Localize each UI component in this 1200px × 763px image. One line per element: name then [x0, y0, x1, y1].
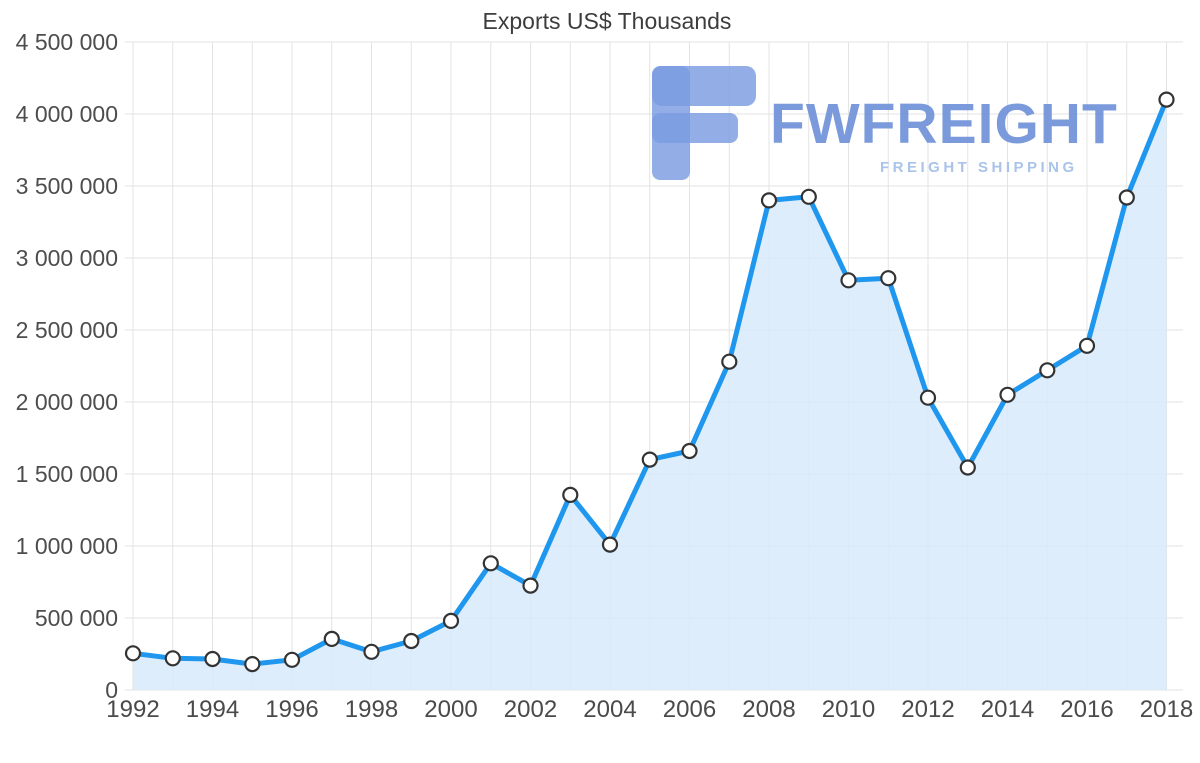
data-point-2007[interactable] [721, 353, 738, 370]
data-point-1999[interactable] [403, 632, 420, 650]
data-point-2006[interactable] [681, 442, 698, 460]
data-point-1995[interactable] [244, 655, 261, 673]
y-axis-label: 1 500 000 [16, 461, 118, 487]
data-point-2005[interactable] [641, 451, 658, 468]
data-point-2017[interactable] [1118, 189, 1135, 206]
x-axis-label: 1992 [106, 696, 159, 723]
x-axis-label: 2006 [663, 696, 716, 723]
y-axis-label: 1 000 000 [16, 533, 118, 559]
series-exports [124, 91, 1175, 691]
data-point-1993[interactable] [164, 650, 181, 667]
watermark-brand-text: FWFREIGHT [770, 92, 1118, 156]
data-point-1992[interactable] [124, 645, 142, 662]
data-point-2015[interactable] [1039, 362, 1056, 379]
x-axis-label: 2010 [822, 696, 875, 723]
x-axis-labels: 1992 1994 1996 1998 2000 2002 2004 2006 2008 2010… [106, 696, 1193, 723]
data-point-1998[interactable] [363, 643, 380, 660]
x-axis-label: 2000 [424, 696, 477, 723]
data-point-1994[interactable] [204, 650, 221, 668]
x-axis-label: 2012 [901, 696, 954, 723]
x-axis-label: 2002 [504, 696, 557, 723]
data-point-2003[interactable] [562, 486, 579, 503]
data-point-2004[interactable] [601, 536, 619, 553]
x-axis-label: 1998 [345, 696, 398, 723]
y-axis-label: 3 500 000 [16, 173, 118, 199]
x-axis-label: 2014 [981, 696, 1034, 723]
y-axis-label: 3 000 000 [16, 245, 118, 271]
data-point-2002[interactable] [522, 577, 539, 594]
x-axis-label: 2018 [1140, 696, 1193, 723]
watermark-tagline-text: FREIGHT SHIPPING [880, 159, 1078, 176]
y-axis-label: 2 500 000 [16, 317, 118, 343]
data-point-2008[interactable] [760, 192, 778, 209]
data-point-2016[interactable] [1078, 337, 1096, 354]
chart-title: Exports US$ Thousands [483, 8, 732, 34]
data-point-2012[interactable] [919, 389, 937, 406]
watermark: FWFREIGHT FREIGHT SHIPPING [652, 66, 1118, 180]
x-axis-label: 2008 [742, 696, 795, 723]
y-axis-label: 500 000 [35, 605, 118, 631]
data-point-2011[interactable] [880, 270, 897, 287]
data-point-2014[interactable] [999, 386, 1016, 403]
x-axis-label: 2016 [1060, 696, 1113, 723]
data-point-2018[interactable] [1158, 91, 1175, 108]
series-area-fill [133, 99, 1167, 691]
y-axis-labels: 0 500 000 1 000 000 1 500 000 2 000 000 2 500… [16, 29, 118, 703]
data-point-2009[interactable] [800, 188, 817, 205]
data-point-1996[interactable] [283, 651, 301, 668]
y-axis-label: 4 500 000 [16, 29, 118, 55]
data-point-2001[interactable] [482, 555, 499, 572]
data-point-2010[interactable] [840, 272, 857, 289]
y-axis-label: 4 000 000 [16, 101, 118, 127]
brand-logo-icon [652, 66, 756, 180]
data-point-1997[interactable] [323, 630, 340, 648]
x-axis-label: 2004 [583, 696, 636, 723]
data-point-2013[interactable] [959, 459, 976, 476]
x-axis-label: 1996 [265, 696, 318, 723]
y-axis-label: 0 [105, 677, 118, 703]
y-axis-label: 2 000 000 [16, 389, 118, 415]
x-axis-label: 1994 [186, 696, 239, 723]
data-point-2000[interactable] [442, 612, 460, 630]
